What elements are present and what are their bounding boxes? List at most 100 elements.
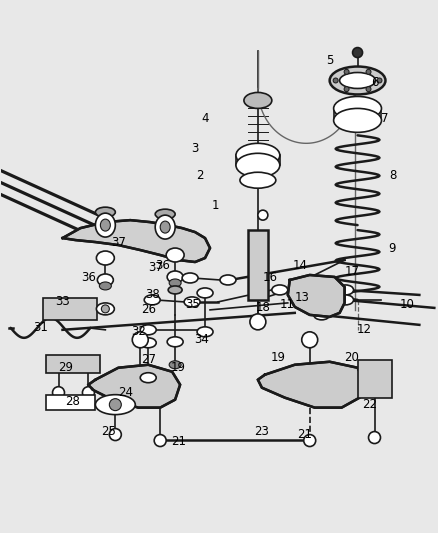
Ellipse shape: [100, 219, 110, 231]
Text: 37: 37: [148, 262, 162, 274]
Text: 21: 21: [171, 435, 186, 448]
Text: 32: 32: [131, 325, 146, 338]
Ellipse shape: [96, 303, 114, 315]
Polygon shape: [258, 362, 364, 408]
Ellipse shape: [155, 215, 175, 239]
Ellipse shape: [140, 325, 156, 335]
Ellipse shape: [334, 96, 381, 120]
Circle shape: [258, 210, 268, 220]
Polygon shape: [88, 365, 180, 408]
Circle shape: [304, 434, 316, 447]
Text: 9: 9: [389, 241, 396, 255]
Ellipse shape: [144, 295, 160, 305]
Text: 19: 19: [270, 351, 285, 364]
Ellipse shape: [95, 394, 135, 415]
Text: 3: 3: [191, 142, 199, 155]
Circle shape: [366, 69, 371, 74]
Text: 4: 4: [201, 112, 209, 125]
Circle shape: [132, 332, 148, 348]
Ellipse shape: [169, 279, 181, 287]
Circle shape: [333, 78, 338, 83]
Text: 23: 23: [254, 425, 269, 438]
Text: 38: 38: [145, 288, 159, 302]
Ellipse shape: [140, 373, 156, 383]
Polygon shape: [288, 275, 345, 317]
Ellipse shape: [338, 285, 353, 295]
Ellipse shape: [168, 286, 182, 294]
Ellipse shape: [220, 275, 236, 285]
FancyBboxPatch shape: [248, 230, 268, 300]
Text: 7: 7: [381, 112, 388, 125]
Ellipse shape: [95, 213, 115, 237]
Text: 24: 24: [118, 386, 133, 399]
Ellipse shape: [197, 288, 213, 298]
Text: 37: 37: [111, 236, 126, 248]
Text: 28: 28: [65, 395, 80, 408]
Text: 11: 11: [279, 298, 294, 311]
Circle shape: [306, 291, 314, 299]
Text: 31: 31: [33, 321, 48, 334]
Circle shape: [353, 47, 363, 58]
Circle shape: [366, 87, 371, 92]
Circle shape: [154, 434, 166, 447]
Text: 6: 6: [371, 76, 378, 89]
Ellipse shape: [167, 337, 183, 347]
Text: 21: 21: [297, 428, 312, 441]
Text: 10: 10: [400, 298, 415, 311]
Ellipse shape: [334, 108, 381, 132]
Text: 33: 33: [55, 295, 70, 309]
Circle shape: [368, 432, 381, 443]
Text: 34: 34: [194, 333, 209, 346]
Circle shape: [302, 287, 318, 303]
Text: 36: 36: [81, 271, 96, 285]
Ellipse shape: [236, 154, 280, 177]
Ellipse shape: [338, 295, 353, 305]
Ellipse shape: [184, 297, 200, 307]
FancyBboxPatch shape: [46, 355, 100, 373]
Text: 22: 22: [362, 398, 377, 411]
Polygon shape: [63, 220, 210, 262]
Circle shape: [250, 314, 266, 330]
Circle shape: [101, 305, 110, 313]
Ellipse shape: [95, 207, 115, 217]
Ellipse shape: [167, 271, 183, 283]
Ellipse shape: [140, 338, 156, 348]
Circle shape: [344, 69, 349, 74]
Text: 8: 8: [389, 169, 396, 182]
FancyBboxPatch shape: [42, 298, 97, 320]
Text: 16: 16: [262, 271, 277, 285]
Ellipse shape: [96, 251, 114, 265]
FancyBboxPatch shape: [357, 360, 392, 398]
Ellipse shape: [314, 310, 330, 320]
Text: 18: 18: [255, 301, 270, 314]
Text: 17: 17: [345, 265, 360, 278]
Ellipse shape: [166, 248, 184, 262]
Text: 27: 27: [141, 353, 156, 366]
Text: 13: 13: [294, 292, 309, 304]
Ellipse shape: [240, 172, 276, 188]
Ellipse shape: [169, 361, 181, 369]
Text: 2: 2: [196, 169, 204, 182]
Circle shape: [377, 78, 382, 83]
Circle shape: [302, 332, 318, 348]
Text: 26: 26: [141, 303, 156, 317]
Text: 29: 29: [58, 361, 73, 374]
Text: 1: 1: [211, 199, 219, 212]
Ellipse shape: [155, 209, 175, 219]
Text: 5: 5: [326, 54, 333, 67]
Text: 19: 19: [171, 361, 186, 374]
Text: 36: 36: [155, 259, 170, 271]
Ellipse shape: [160, 221, 170, 233]
Ellipse shape: [330, 67, 385, 94]
Text: 35: 35: [185, 298, 199, 311]
Text: 12: 12: [357, 324, 372, 336]
Ellipse shape: [272, 285, 288, 295]
Ellipse shape: [197, 327, 213, 337]
Ellipse shape: [99, 282, 111, 290]
Circle shape: [344, 87, 349, 92]
Ellipse shape: [97, 274, 113, 286]
Ellipse shape: [182, 273, 198, 283]
Text: 14: 14: [292, 259, 307, 271]
Text: 25: 25: [101, 425, 116, 438]
Text: 20: 20: [344, 351, 359, 364]
